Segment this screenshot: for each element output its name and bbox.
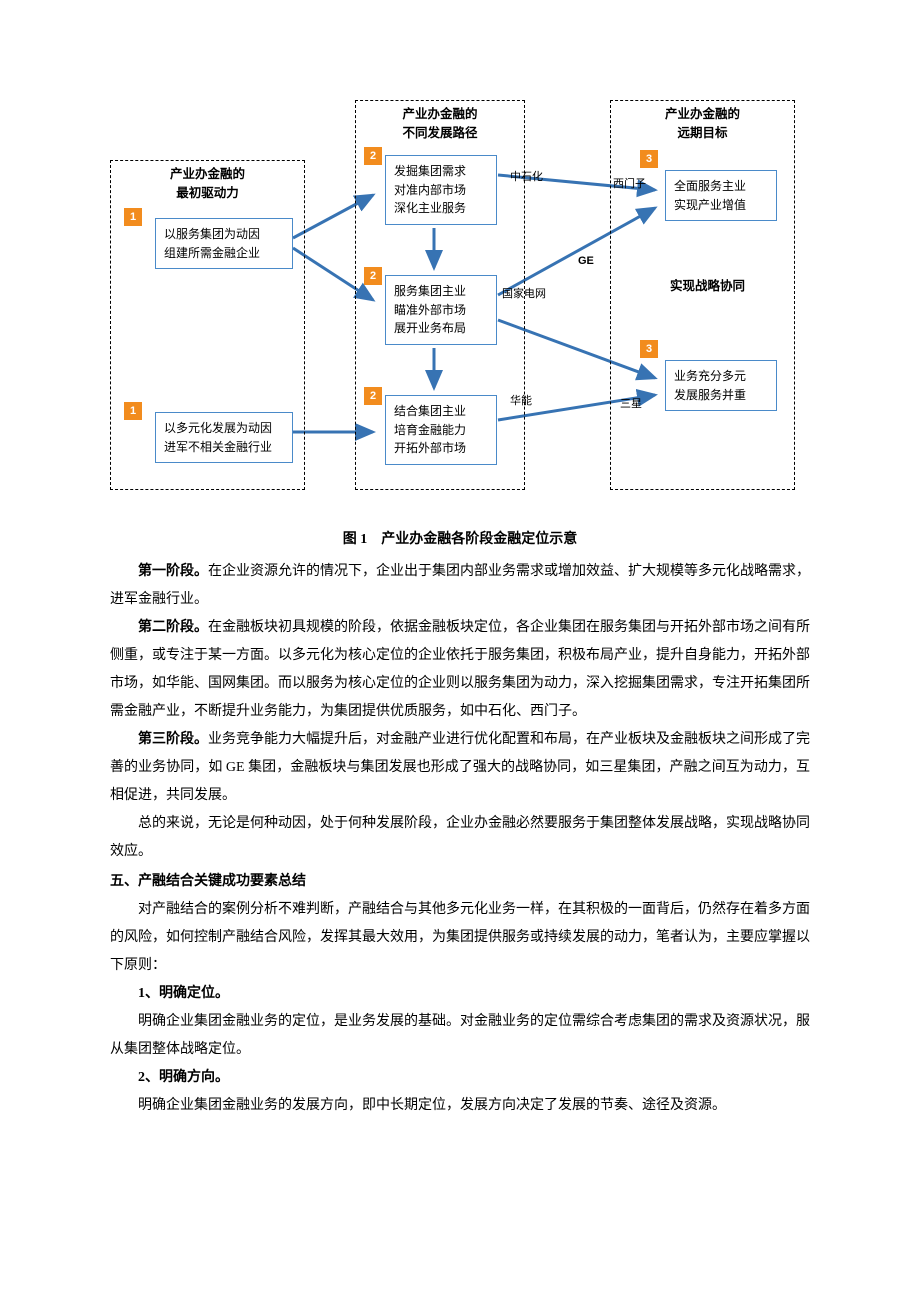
node-m2: 服务集团主业 瞄准外部市场 展开业务布局 [385, 275, 497, 345]
group-right-title-l1: 产业办金融的 [611, 105, 794, 124]
para-stage1: 第一阶段。在企业资源允许的情况下，企业出于集团内部业务需求或增加效益、扩大规模等… [110, 558, 810, 614]
node-r2-line0: 业务充分多元 [674, 367, 768, 386]
badge-l2: 1 [124, 402, 142, 420]
section5-heading: 五、产融结合关键成功要素总结 [110, 868, 810, 896]
node-r1-line0: 全面服务主业 [674, 177, 768, 196]
section5-item2-head: 2、明确方向。 [110, 1064, 810, 1092]
section5-item1-head: 1、明确定位。 [110, 980, 810, 1008]
node-m1-line1: 对准内部市场 [394, 181, 488, 200]
para-stage1-body: 在企业资源允许的情况下，企业出于集团内部业务需求或增加效益、扩大规模等多元化战略… [110, 564, 810, 607]
para-stage3: 第三阶段。业务竞争能力大幅提升后，对金融产业进行优化配置和布局，在产业板块及金融… [110, 726, 810, 810]
edge-label-samsung: 三星 [620, 395, 642, 411]
badge-m2: 2 [364, 267, 382, 285]
node-m1: 发掘集团需求 对准内部市场 深化主业服务 [385, 155, 497, 225]
edge-label-siemens: 西门子 [613, 175, 646, 191]
stage-diagram: 产业办金融的 最初驱动力 产业办金融的 不同发展路径 产业办金融的 远期目标 以… [110, 100, 810, 520]
group-left-title-l1: 产业办金融的 [111, 165, 304, 184]
para-stage3-body: 业务竞争能力大幅提升后，对金融产业进行优化配置和布局，在产业板块及金融板块之间形… [110, 732, 810, 803]
edge-label-huaneng: 华能 [510, 392, 532, 408]
figure-caption: 图 1 产业办金融各阶段金融定位示意 [110, 528, 810, 548]
para-stage3-lead: 第三阶段。 [138, 732, 208, 747]
group-left-title: 产业办金融的 最初驱动力 [111, 165, 304, 203]
synergy-label: 实现战略协同 [670, 275, 745, 294]
node-l1: 以服务集团为动因 组建所需金融企业 [155, 218, 293, 269]
node-m2-line0: 服务集团主业 [394, 282, 488, 301]
group-left-title-l2: 最初驱动力 [111, 184, 304, 203]
group-middle-title-l1: 产业办金融的 [356, 105, 524, 124]
badge-m1: 2 [364, 147, 382, 165]
badge-r2: 3 [640, 340, 658, 358]
node-m2-line2: 展开业务布局 [394, 319, 488, 338]
node-m3-line1: 培育金融能力 [394, 421, 488, 440]
node-m3-line2: 开拓外部市场 [394, 439, 488, 458]
group-middle-title-l2: 不同发展路径 [356, 124, 524, 143]
node-m3-line0: 结合集团主业 [394, 402, 488, 421]
edge-label-sinopec: 中石化 [510, 168, 543, 184]
section5-item2-body: 明确企业集团金融业务的发展方向，即中长期定位，发展方向决定了发展的节奏、途径及资… [110, 1092, 810, 1120]
para-stage2-body: 在金融板块初具规模的阶段，依据金融板块定位，各企业集团在服务集团与开拓外部市场之… [110, 620, 810, 719]
node-l2: 以多元化发展为动因 进军不相关金融行业 [155, 412, 293, 463]
edge-label-ge: GE [578, 255, 594, 267]
node-m2-line1: 瞄准外部市场 [394, 301, 488, 320]
group-right: 产业办金融的 远期目标 [610, 100, 795, 490]
badge-l1: 1 [124, 208, 142, 226]
group-right-title: 产业办金融的 远期目标 [611, 105, 794, 143]
node-m1-line0: 发掘集团需求 [394, 162, 488, 181]
para-stage2: 第二阶段。在金融板块初具规模的阶段，依据金融板块定位，各企业集团在服务集团与开拓… [110, 614, 810, 726]
node-r1-line1: 实现产业增值 [674, 196, 768, 215]
section5-intro: 对产融结合的案例分析不难判断，产融结合与其他多元化业务一样，在其积极的一面背后，… [110, 896, 810, 980]
node-l1-line0: 以服务集团为动因 [164, 225, 284, 244]
section5-item1-body: 明确企业集团金融业务的定位，是业务发展的基础。对金融业务的定位需综合考虑集团的需… [110, 1008, 810, 1064]
node-r1: 全面服务主业 实现产业增值 [665, 170, 777, 221]
node-l2-line1: 进军不相关金融行业 [164, 438, 284, 457]
group-right-title-l2: 远期目标 [611, 124, 794, 143]
edge-label-sgcc: 国家电网 [502, 285, 546, 301]
para-stage2-lead: 第二阶段。 [138, 620, 208, 635]
para-stage1-lead: 第一阶段。 [138, 564, 208, 579]
badge-r1: 3 [640, 150, 658, 168]
node-m3: 结合集团主业 培育金融能力 开拓外部市场 [385, 395, 497, 465]
para-summary: 总的来说，无论是何种动因，处于何种发展阶段，企业办金融必然要服务于集团整体发展战… [110, 810, 810, 866]
node-l1-line1: 组建所需金融企业 [164, 244, 284, 263]
node-m1-line2: 深化主业服务 [394, 199, 488, 218]
group-middle-title: 产业办金融的 不同发展路径 [356, 105, 524, 143]
badge-m3: 2 [364, 387, 382, 405]
node-r2: 业务充分多元 发展服务并重 [665, 360, 777, 411]
node-r2-line1: 发展服务并重 [674, 386, 768, 405]
node-l2-line0: 以多元化发展为动因 [164, 419, 284, 438]
